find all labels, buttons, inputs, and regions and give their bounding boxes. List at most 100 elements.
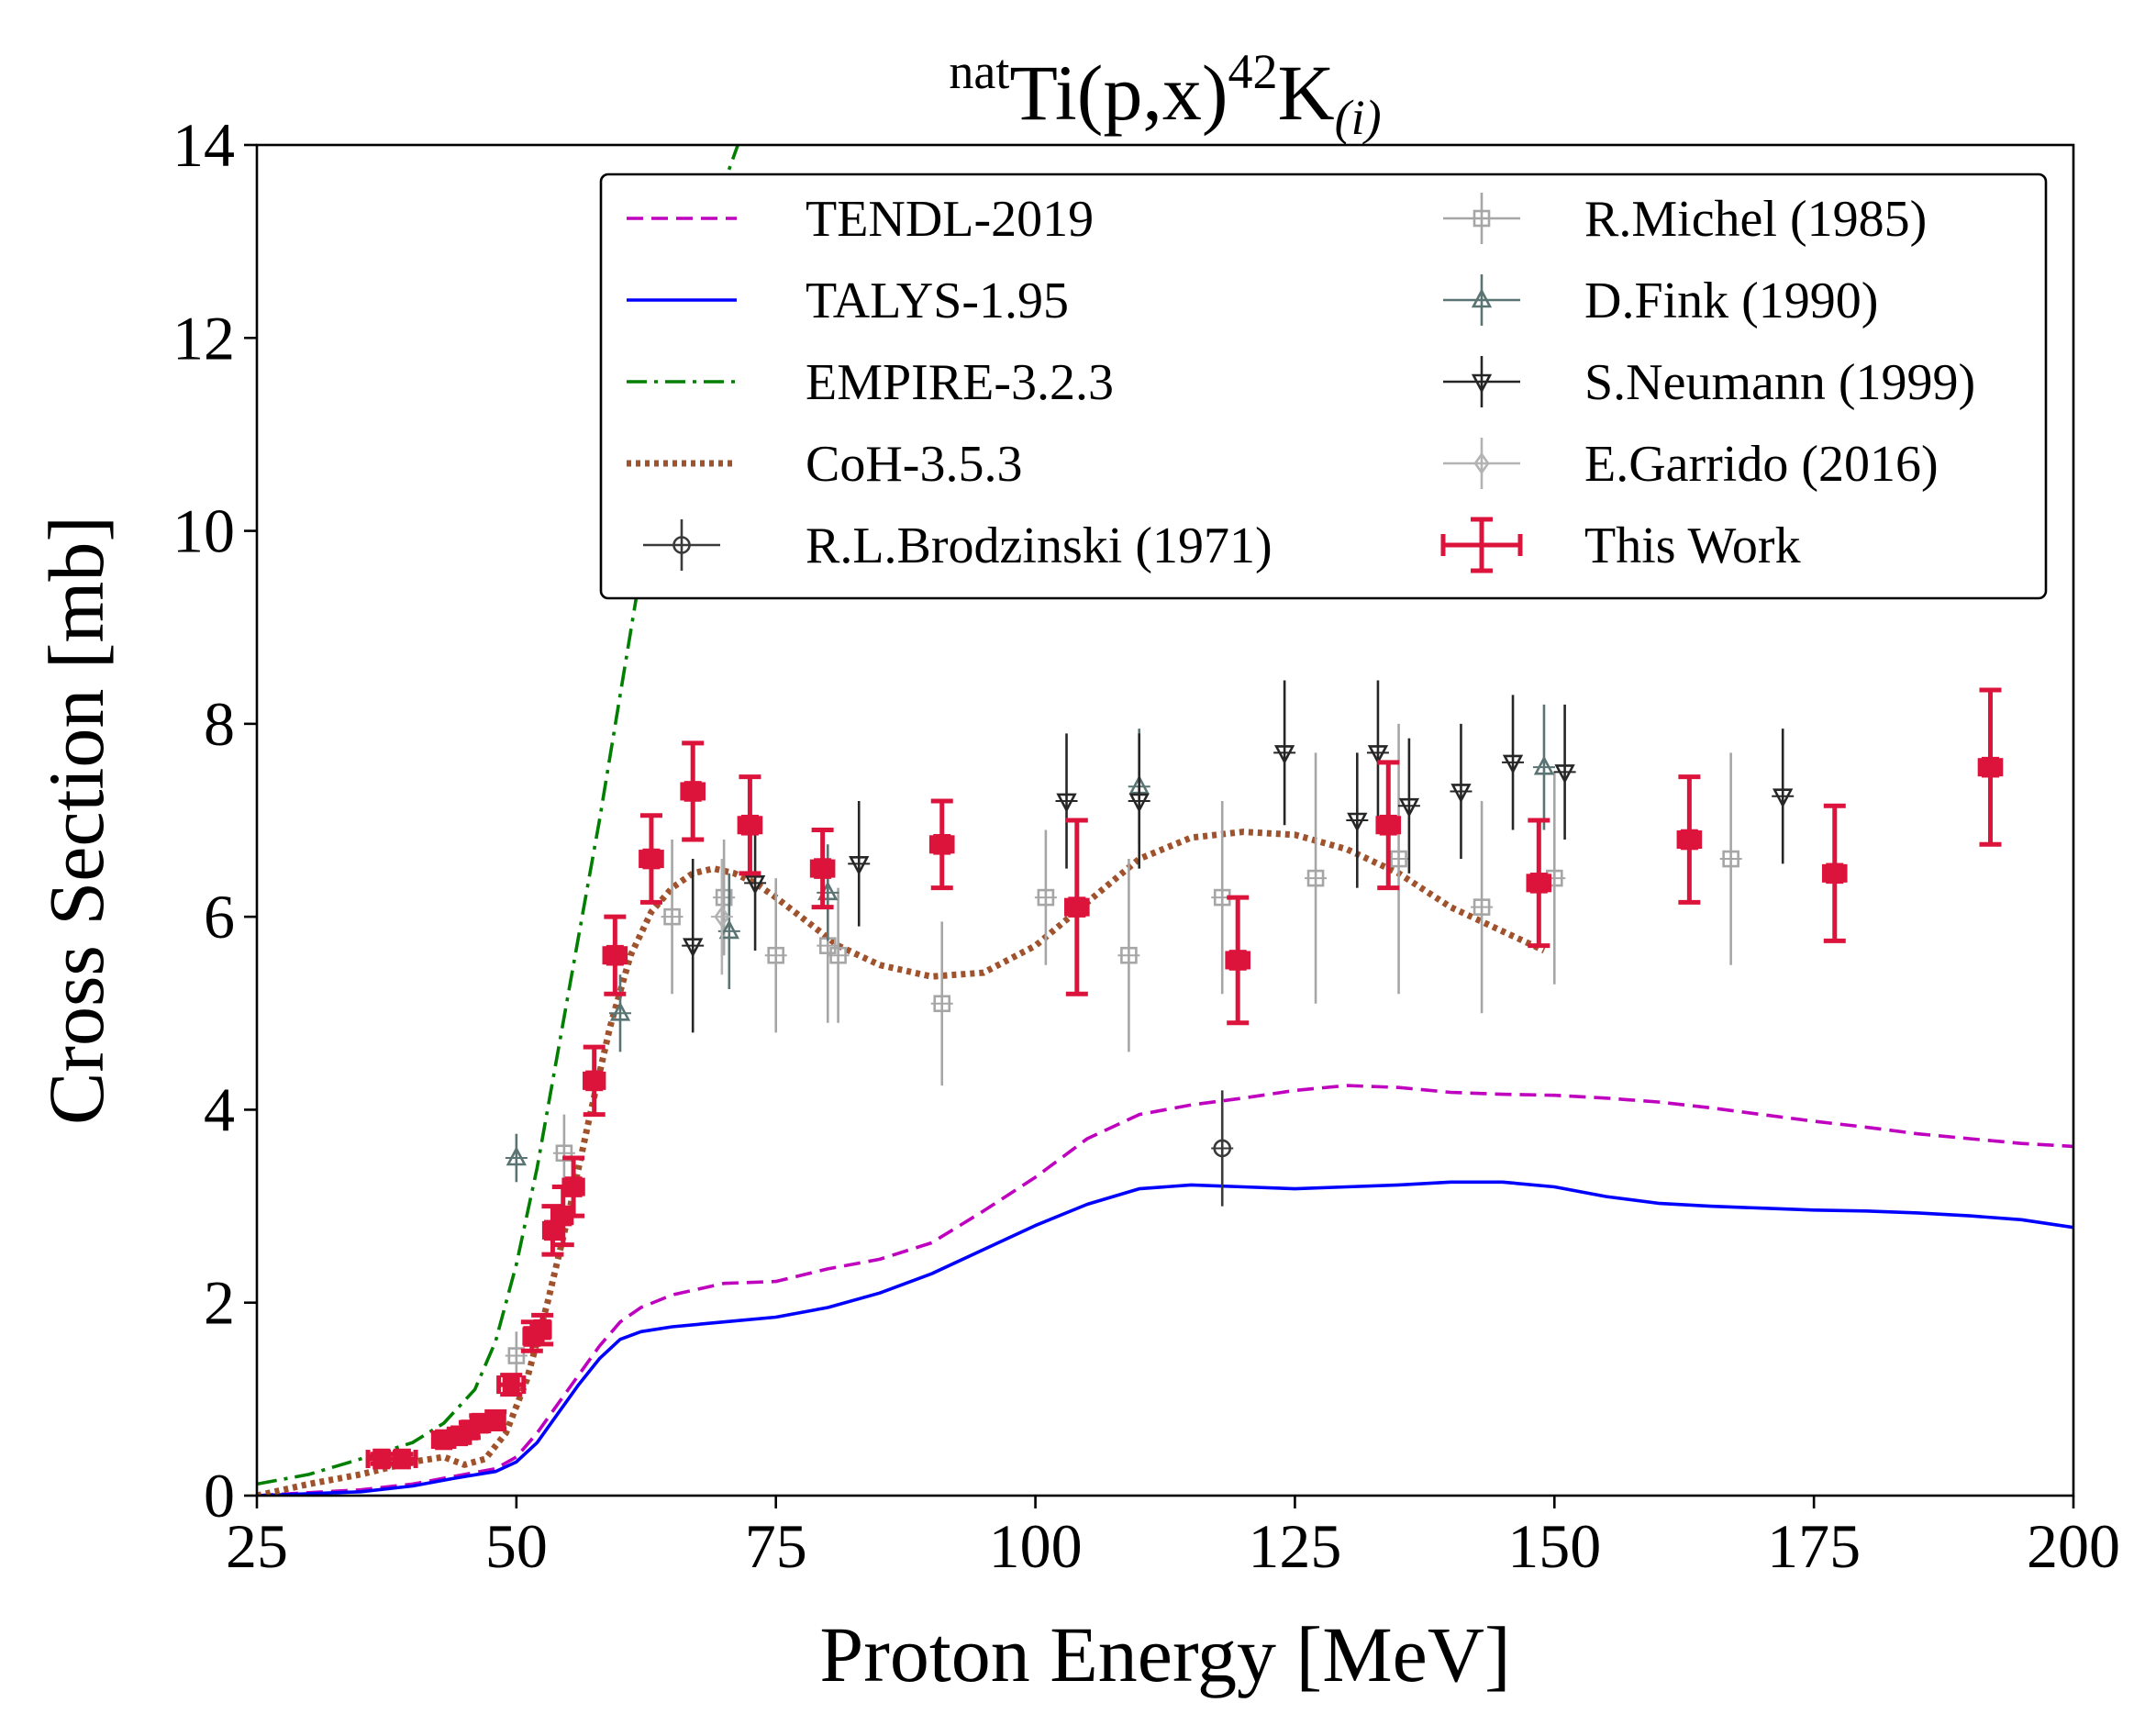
data-point: [1034, 829, 1057, 965]
data-point: [1346, 752, 1369, 888]
series-s-neumann-1999: [682, 680, 1795, 1033]
series-e-garrido-2016: [710, 859, 733, 975]
marker: [1473, 898, 1491, 916]
data-point: [1064, 818, 1090, 996]
marker: [849, 856, 870, 876]
x-tick-label: 50: [485, 1511, 548, 1581]
legend-item-s-neumann-1999: S.Neumann (1999): [1443, 354, 1975, 411]
legend-marker: [672, 536, 691, 554]
marker: [393, 1448, 411, 1470]
data-point: [737, 774, 763, 876]
x-axis-label: Proton Energy [MeV]: [819, 1610, 1510, 1698]
chart-title: natTi(p,x)42K(i): [949, 44, 1381, 145]
data-point: [1676, 774, 1703, 905]
marker: [1213, 1139, 1232, 1158]
series-tendl-2019-line: [257, 1084, 2073, 1496]
marker: [506, 1146, 528, 1166]
data-point: [1387, 723, 1410, 995]
legend-label: TENDL-2019: [806, 191, 1094, 248]
marker: [533, 1319, 551, 1341]
legend-marker: [1471, 288, 1493, 308]
data-point: [1526, 818, 1552, 949]
legend-item-talys-1-95: TALYS-1.95: [627, 273, 1069, 329]
marker: [502, 1374, 520, 1396]
y-tick-label: 10: [172, 496, 235, 566]
y-tick-label: 2: [204, 1268, 235, 1338]
marker: [1773, 788, 1794, 808]
marker: [933, 833, 951, 855]
data-point: [1305, 752, 1328, 1004]
legend-label: R.Michel (1985): [1584, 191, 1927, 248]
marker: [1529, 873, 1548, 894]
x-tick-label: 150: [1507, 1511, 1601, 1581]
marker: [1347, 812, 1368, 832]
data-point: [680, 740, 706, 842]
data-point: [1532, 704, 1555, 830]
y-axis-label: Cross Section [mb]: [32, 516, 120, 1125]
data-point: [1772, 729, 1795, 864]
x-tick-label: 125: [1248, 1511, 1341, 1581]
data-point: [561, 1155, 585, 1219]
marker: [1398, 797, 1420, 818]
marker: [1533, 755, 1555, 775]
marker: [767, 946, 785, 964]
series-this-work: [365, 687, 2004, 1470]
legend-item-d-fink-1990: D.Fink (1990): [1443, 273, 1878, 329]
marker: [555, 1144, 573, 1163]
legend-box: [599, 172, 2048, 600]
data-point: [602, 914, 628, 996]
y-tick-label: 14: [172, 110, 235, 180]
marker: [1120, 946, 1138, 964]
plot-frame: [255, 143, 2075, 1497]
data-point: [827, 887, 850, 1023]
marker: [714, 905, 730, 929]
marker: [1228, 950, 1247, 971]
legend-label: This Work: [1584, 518, 1801, 574]
marker: [740, 814, 759, 836]
marker: [1306, 869, 1325, 887]
marker: [1379, 814, 1397, 836]
marker: [1390, 850, 1407, 868]
marker: [1826, 862, 1844, 885]
data-point: [1211, 1090, 1234, 1207]
legend-label: R.L.Brodzinski (1971): [806, 518, 1272, 574]
marker: [564, 1176, 583, 1197]
marker: [1981, 756, 1999, 778]
marker: [683, 781, 702, 802]
marker: [1068, 896, 1086, 918]
data-point: [531, 1312, 554, 1347]
marker: [744, 875, 766, 896]
marker: [933, 995, 951, 1013]
data-point: [1117, 859, 1140, 1052]
legend-item-empire-3-2-3: EMPIRE-3.2.3: [627, 354, 1114, 411]
data-point: [1225, 895, 1251, 1026]
data-point: [496, 1373, 527, 1397]
marker: [642, 848, 661, 870]
title-reaction: Ti(p,x): [1009, 49, 1228, 137]
marker: [1037, 888, 1055, 907]
marker: [1367, 745, 1389, 765]
plot-area: [257, 145, 2073, 1496]
marker: [606, 944, 624, 966]
x-tick-label: 25: [226, 1511, 288, 1581]
series-r-l-brodzinski-1971: [1211, 1090, 1234, 1207]
legend-item-r-michel-1985: R.Michel (1985): [1443, 191, 1927, 248]
data-point: [764, 878, 787, 1033]
legend: TENDL-2019 TALYS-1.95 EMPIRE-3.2.3 CoH-3.5.…: [599, 172, 2048, 600]
data-point: [1366, 680, 1389, 826]
data-point: [848, 800, 871, 927]
title-superscript-mass: 42: [1228, 44, 1278, 99]
marker: [1450, 784, 1472, 804]
data-point: [1055, 733, 1078, 869]
y-tick-label: 4: [204, 1074, 235, 1144]
y-tick-label: 8: [204, 689, 235, 759]
marker: [814, 858, 832, 879]
marker: [663, 907, 681, 926]
marker: [683, 938, 704, 958]
data-point: [639, 813, 664, 905]
y-tick-label: 12: [172, 303, 235, 373]
marker: [1502, 754, 1524, 774]
data-point: [713, 840, 736, 956]
marker: [609, 1001, 631, 1021]
